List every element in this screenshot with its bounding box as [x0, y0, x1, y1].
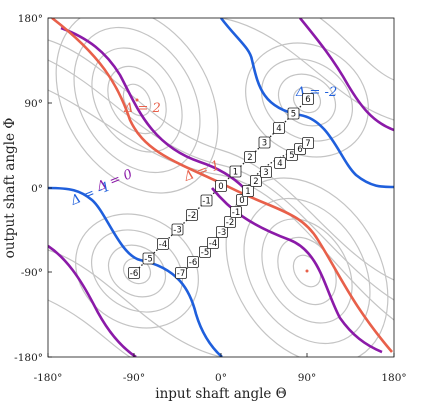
background-contour: [107, 244, 167, 298]
background-contour: [73, 26, 201, 174]
path-marker-box: [199, 246, 211, 258]
contour-label-delta-minus2: Δ = -2: [295, 85, 337, 100]
background-contour: [90, 229, 184, 313]
path-marker-label: -2: [226, 218, 234, 228]
path-marker-box: [260, 166, 272, 178]
path-marker-box: [302, 137, 314, 149]
path-marker-box: [244, 151, 256, 163]
y-tick-label: -180°: [14, 352, 43, 364]
path-marker-label: -1: [232, 208, 240, 218]
path-marker-label: -4: [209, 239, 217, 249]
path-marker-label: -6: [189, 258, 197, 268]
path-marker-label: 2: [247, 153, 252, 163]
path-marker-label: 3: [263, 168, 268, 178]
path-marker-box: [186, 209, 198, 221]
path-marker-box: [229, 165, 242, 178]
background-contour: [122, 83, 152, 117]
delta-2-point-lower: [305, 269, 309, 273]
background-contour: [319, 18, 394, 81]
background-contour: [261, 218, 353, 324]
background-contour: [292, 86, 322, 114]
path-marker-box: [187, 256, 199, 268]
background-contour: [48, 59, 394, 301]
path-marker-label: 0: [218, 182, 223, 192]
path-marker-label: 2: [253, 177, 258, 187]
path-marker-label: 4: [276, 124, 281, 134]
y-axis-label: output shaft angle Φ: [2, 118, 18, 259]
path-marker-box: [287, 107, 300, 120]
path-marker-box: [236, 194, 248, 206]
background-contour: [260, 58, 354, 142]
path-marker-box: [224, 216, 236, 228]
path-marker-label: 1: [245, 187, 250, 197]
path-marker-label: 5: [289, 151, 294, 161]
path-marker-box: [242, 185, 254, 197]
path-marker-label: 4: [277, 159, 282, 169]
x-tick-label: 90°: [298, 372, 317, 384]
path-marker-box: [230, 206, 242, 218]
contour-delta-minus1-lower: [48, 186, 223, 357]
background-contour: [220, 18, 394, 121]
background-contour: [75, 213, 199, 329]
path-marker-box: [157, 238, 169, 250]
path-marker-label: 0: [239, 196, 244, 206]
x-tick-label: 180°: [381, 372, 406, 384]
delta-2-point: [135, 98, 139, 102]
y-tick-label: 0°: [31, 183, 43, 195]
path-marker-box: [171, 223, 184, 236]
x-tick-label: -90°: [123, 372, 145, 384]
path-marker-label: 6: [305, 95, 310, 105]
path-marker-label: -3: [218, 228, 226, 238]
path-marker-box: [142, 252, 155, 265]
path-marker-label: 6: [297, 145, 302, 155]
background-contour: [91, 47, 183, 153]
path-marker-box: [216, 226, 228, 238]
path-marker-box: [274, 157, 286, 169]
path-marker-box: [250, 175, 262, 187]
path-marker-label: -4: [159, 240, 167, 250]
path-marker-label: 1: [233, 168, 238, 178]
path-marker-box: [207, 237, 219, 249]
x-tick-label: -180°: [34, 372, 63, 384]
path-marker-box: [273, 122, 285, 134]
path-marker-box: [128, 267, 140, 279]
background-contour: [48, 39, 394, 281]
contour-delta-0-left: [60, 26, 245, 189]
path-marker-label: 3: [262, 139, 267, 149]
path-marker-label: -5: [144, 255, 152, 265]
background-contour: [48, 89, 394, 321]
path-marker-label: -3: [173, 226, 181, 236]
contour-delta-0-bottom: [48, 244, 137, 357]
y-tick-label: 180°: [18, 13, 43, 25]
background-contour: [277, 73, 337, 127]
x-axis-label: input shaft angle Θ: [155, 386, 287, 402]
background-contour: [48, 299, 131, 357]
path-marker-label: -1: [202, 197, 210, 207]
x-tick-label: 0°: [215, 372, 227, 384]
contour-delta-minus1-upper: [219, 18, 394, 189]
y-tick-label: -90°: [21, 267, 43, 279]
path-marker-box: [302, 93, 314, 105]
contour-label-delta-2: Δ = 2: [123, 101, 161, 116]
path-marker-box: [215, 180, 227, 192]
path-marker-label: -7: [177, 269, 185, 279]
path-marker-label: 7: [305, 139, 310, 149]
path-marker-label: 5: [291, 110, 296, 120]
background-contour: [55, 18, 219, 194]
path-marker-box: [258, 136, 271, 149]
contour-delta-0-top: [298, 18, 394, 132]
path-marker-box: [200, 194, 213, 207]
path-marker-label: -6: [130, 269, 138, 279]
background-contour: [48, 249, 222, 357]
path-marker-label: -5: [201, 248, 209, 258]
x-tick-marks: [47, 17, 395, 358]
path-marker-label: -2: [188, 211, 196, 221]
y-tick-label: 90°: [24, 98, 43, 110]
path-marker-box: [175, 267, 187, 279]
